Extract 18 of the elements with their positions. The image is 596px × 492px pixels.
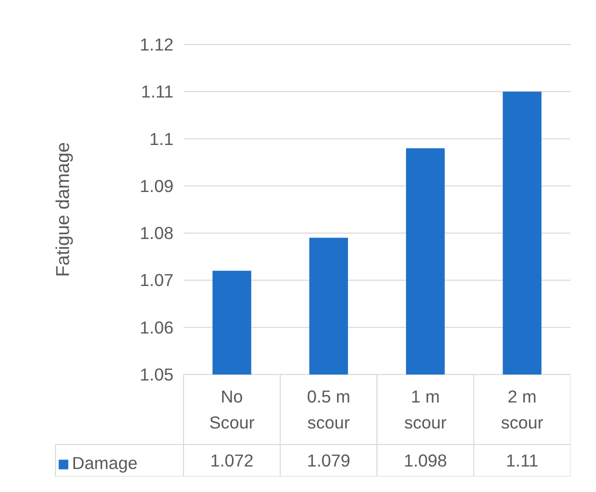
- x-tick-label: 2 m scour: [500, 386, 544, 432]
- y-tick-label: 1.07: [140, 270, 174, 290]
- data-label: 1.11: [506, 450, 538, 470]
- y-tick-label: 1.1: [149, 128, 174, 149]
- x-tick-label: No Scour: [209, 386, 255, 432]
- x-tick-label: 1 m scour: [404, 386, 447, 432]
- data-label: 1.072: [210, 450, 254, 470]
- y-tick-label: 1.12: [140, 34, 174, 54]
- data-label: 1.079: [306, 450, 350, 470]
- y-tick-label: 1.09: [140, 176, 174, 196]
- data-label: 1.098: [404, 450, 448, 470]
- legend-label: Damage: [72, 453, 138, 474]
- x-tick-label: 0.5 m scour: [306, 386, 350, 432]
- y-tick-label: 1.08: [140, 223, 174, 244]
- y-axis-title: Fatigue damage: [52, 142, 73, 277]
- y-tick-label: 1.06: [140, 317, 174, 338]
- y-tick-label: 1.11: [141, 82, 174, 102]
- y-tick-label: 1.05: [140, 364, 174, 384]
